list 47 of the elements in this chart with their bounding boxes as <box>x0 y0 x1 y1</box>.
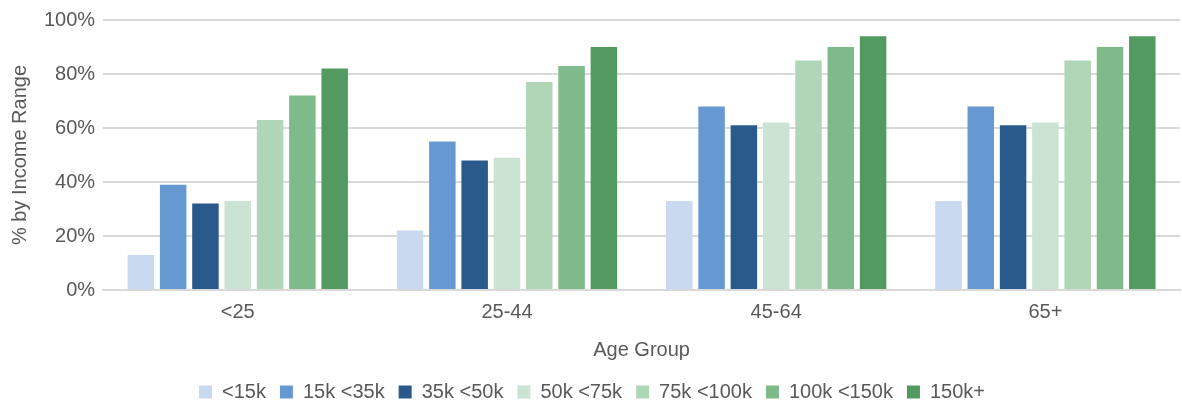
bar <box>999 125 1027 289</box>
y-tick-label: 20% <box>55 223 96 246</box>
bar <box>526 82 553 289</box>
bar <box>1129 36 1156 289</box>
bar <box>859 36 887 289</box>
bar <box>127 254 155 289</box>
bar <box>762 122 790 289</box>
bar <box>429 141 456 289</box>
bar <box>795 60 822 289</box>
y-tick-label: 80% <box>55 61 96 84</box>
y-tick-label: 0% <box>66 277 96 300</box>
bar <box>967 106 995 289</box>
legend-label: 100k <150k <box>788 379 894 402</box>
legend-label: 35k <50k <box>421 379 505 402</box>
bar <box>698 106 725 289</box>
bar <box>827 47 855 289</box>
x-tick-label: 45-64 <box>750 299 802 322</box>
legend-label: 50k <75k <box>540 379 624 402</box>
y-tick-label: 100% <box>44 7 96 30</box>
bar <box>321 68 348 289</box>
bar <box>1064 60 1091 289</box>
bar <box>461 160 488 289</box>
legend-label: 150k+ <box>929 379 986 402</box>
bar <box>1032 122 1059 289</box>
bar <box>590 47 618 289</box>
bar <box>256 119 284 289</box>
legend-label: 75k <100k <box>659 379 753 402</box>
x-tick-label: 65+ <box>1028 299 1063 322</box>
bar <box>558 65 585 289</box>
bar <box>396 230 424 289</box>
x-axis-title: Age Group <box>593 337 690 360</box>
bar <box>1096 47 1124 289</box>
bar <box>192 203 219 289</box>
bar <box>289 95 316 289</box>
legend-label: 15k <35k <box>302 379 386 402</box>
bar <box>730 125 758 289</box>
y-axis-title: % by Income Range <box>7 64 30 246</box>
legend-label: <15k <box>222 379 267 402</box>
x-tick-label: 25-44 <box>481 299 533 322</box>
bar <box>224 200 251 289</box>
bar <box>493 157 521 289</box>
bar <box>935 200 962 289</box>
bar <box>159 184 187 289</box>
x-tick-label: <25 <box>220 299 255 322</box>
y-tick-label: 40% <box>55 169 96 192</box>
y-tick-label: 60% <box>55 115 96 138</box>
bar <box>666 200 693 289</box>
